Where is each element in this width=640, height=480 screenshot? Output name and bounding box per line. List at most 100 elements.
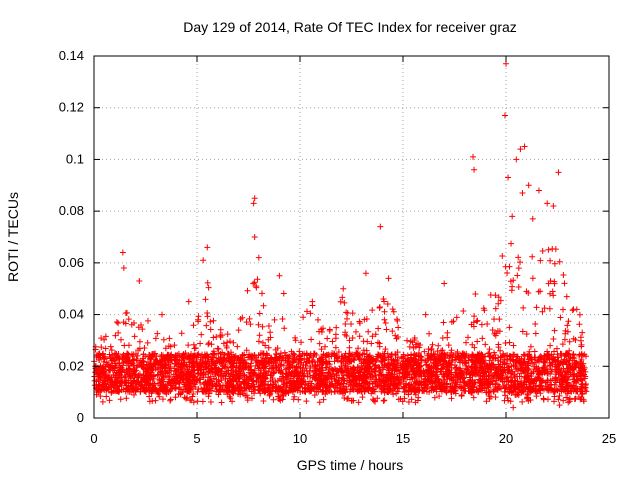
data-point: [206, 368, 213, 375]
data-point: [486, 395, 493, 402]
data-point: [251, 279, 258, 286]
data-point: [224, 331, 231, 338]
data-point: [569, 307, 576, 314]
data-point: [260, 387, 267, 394]
data-point: [204, 313, 211, 320]
data-point: [363, 315, 370, 322]
data-point: [510, 404, 517, 411]
data-point: [320, 396, 327, 403]
data-point: [513, 156, 520, 163]
data-point: [264, 386, 271, 393]
plot-area-border: [93, 55, 610, 419]
data-point: [208, 378, 215, 385]
data-point: [540, 396, 547, 403]
data-point: [470, 384, 477, 391]
data-point: [117, 396, 124, 403]
data-point: [382, 319, 389, 326]
data-point: [185, 342, 192, 349]
data-point: [213, 381, 220, 388]
data-point: [253, 283, 260, 290]
data-point: [331, 374, 338, 381]
data-point: [521, 374, 528, 381]
data-point: [448, 388, 455, 395]
data-point: [197, 375, 204, 382]
data-point: [205, 284, 212, 291]
data-point: [116, 362, 123, 369]
data-point: [394, 357, 401, 364]
data-point: [452, 366, 459, 373]
data-point: [136, 277, 143, 284]
data-point: [560, 306, 567, 313]
data-point: [470, 319, 477, 326]
data-point: [272, 387, 279, 394]
data-point: [471, 313, 478, 320]
data-point: [324, 335, 331, 342]
data-point: [527, 343, 534, 350]
data-point: [267, 329, 274, 336]
data-point: [436, 351, 443, 358]
data-point: [356, 333, 363, 340]
data-point: [245, 354, 252, 361]
data-point: [240, 390, 247, 397]
data-point: [230, 385, 237, 392]
data-point: [131, 333, 138, 340]
data-point: [318, 346, 325, 353]
data-point: [578, 396, 585, 403]
data-point: [576, 321, 583, 328]
data-point: [494, 372, 501, 379]
data-point: [227, 379, 234, 386]
data-point: [326, 383, 333, 390]
data-point: [178, 389, 185, 396]
data-point: [272, 346, 279, 353]
data-point: [201, 361, 208, 368]
data-point: [185, 298, 192, 305]
data-point: [551, 327, 558, 334]
data-point: [154, 330, 161, 337]
data-point: [491, 316, 498, 323]
data-point: [255, 321, 262, 328]
data-point: [105, 366, 112, 373]
data-point: [481, 370, 488, 377]
data-point: [134, 374, 141, 381]
data-point: [532, 354, 539, 361]
data-point: [181, 394, 188, 401]
data-point: [476, 385, 483, 392]
data-point: [316, 399, 323, 406]
data-point: [101, 356, 108, 363]
data-point: [564, 385, 571, 392]
data-point: [266, 365, 273, 372]
data-point: [572, 388, 579, 395]
data-point: [460, 352, 467, 359]
data-point: [361, 316, 368, 323]
data-point: [156, 377, 163, 384]
data-point: [204, 279, 211, 286]
data-point: [497, 347, 504, 354]
data-point: [237, 391, 244, 398]
data-point: [169, 385, 176, 392]
data-point: [386, 361, 393, 368]
data-point: [214, 345, 221, 352]
y-tick-label: 0.02: [59, 358, 84, 373]
data-point: [187, 353, 194, 360]
data-point: [547, 362, 554, 369]
data-point: [412, 399, 419, 406]
data-point: [100, 354, 107, 361]
data-point: [343, 368, 350, 375]
data-point: [277, 369, 284, 376]
data-point: [556, 258, 563, 265]
data-point: [517, 146, 524, 153]
data-point: [107, 343, 114, 350]
data-point: [458, 392, 465, 399]
data-point: [474, 355, 481, 362]
data-point: [374, 395, 381, 402]
data-point: [420, 379, 427, 386]
data-point: [251, 195, 258, 202]
data-point: [353, 350, 360, 357]
data-point: [241, 371, 248, 378]
data-point: [130, 351, 137, 358]
data-point: [288, 380, 295, 387]
data-point: [220, 340, 227, 347]
data-point: [359, 372, 366, 379]
data-point: [434, 362, 441, 369]
data-point: [123, 369, 130, 376]
